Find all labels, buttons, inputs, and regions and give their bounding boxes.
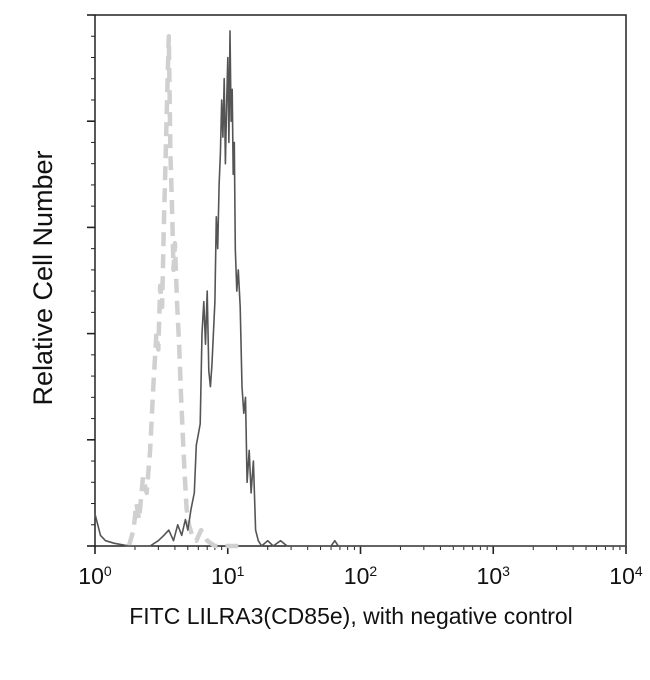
stained-sample-line [94,30,626,547]
series-layer [94,30,626,549]
y-axis-ticks [87,14,95,547]
x-tick-label: 102 [344,563,378,589]
x-axis-label: FITC LILRA3(CD85e), with negative contro… [129,603,573,629]
y-axis-label: Relative Cell Number [28,150,58,405]
x-axis-tick-labels: 100 101 102 103 104 [78,563,643,589]
x-tick-label: 100 [78,563,112,589]
x-tick-label: 101 [211,563,245,589]
negative-control-line [126,33,239,549]
x-tick-label: 104 [609,563,643,589]
x-axis-ticks [94,546,627,554]
x-tick-label: 103 [477,563,511,589]
